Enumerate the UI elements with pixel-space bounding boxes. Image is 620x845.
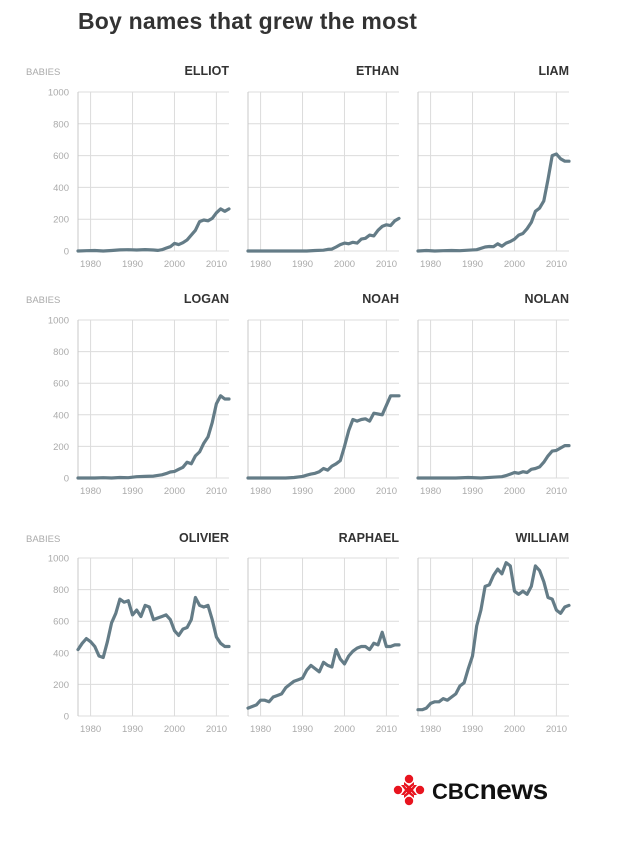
y-tick-label-elliot-1000: 1000 <box>48 88 69 99</box>
x-tick-label-olivier-1990: 1990 <box>122 724 143 735</box>
x-tick-label-noah-2010: 2010 <box>376 486 397 497</box>
brand-prefix: CBC <box>432 779 480 804</box>
panel-title-ethan: ETHAN <box>356 64 399 78</box>
panel-title-olivier: OLIVIER <box>179 531 229 545</box>
panel-title-nolan: NOLAN <box>525 292 569 306</box>
y-tick-label-logan-600: 600 <box>53 379 69 390</box>
x-tick-label-elliot-2010: 2010 <box>206 259 227 270</box>
y-tick-label-elliot-0: 0 <box>64 247 69 258</box>
y-tick-label-olivier-800: 800 <box>53 585 69 596</box>
x-tick-label-ethan-1980: 1980 <box>250 259 271 270</box>
x-tick-label-william-1980: 1980 <box>420 724 441 735</box>
x-tick-label-nolan-1990: 1990 <box>462 486 483 497</box>
cbc-news-logo: CBCnews <box>392 772 548 808</box>
x-tick-label-raphael-2010: 2010 <box>376 724 397 735</box>
series-line-ethan <box>246 216 401 253</box>
x-tick-label-raphael-2000: 2000 <box>334 724 355 735</box>
x-tick-label-elliot-1980: 1980 <box>80 259 101 270</box>
x-tick-label-william-2000: 2000 <box>504 724 525 735</box>
y-tick-label-logan-1000: 1000 <box>48 316 69 327</box>
y-axis-label-elliot: BABIES <box>26 67 60 78</box>
y-tick-label-olivier-1000: 1000 <box>48 554 69 565</box>
brand-wordmark: CBCnews <box>432 774 548 806</box>
x-tick-label-elliot-1990: 1990 <box>122 259 143 270</box>
panel-title-liam: LIAM <box>538 64 569 78</box>
x-tick-label-liam-1980: 1980 <box>420 259 441 270</box>
x-tick-label-nolan-1980: 1980 <box>420 486 441 497</box>
x-tick-label-ethan-1990: 1990 <box>292 259 313 270</box>
page-title: Boy names that grew the most <box>78 8 418 34</box>
x-tick-label-william-2010: 2010 <box>546 724 567 735</box>
series-line-logan <box>76 394 231 480</box>
series-line-raphael <box>246 630 401 710</box>
series-line-olivier <box>76 595 231 660</box>
series-line-nolan <box>416 444 571 480</box>
y-axis-label-logan: BABIES <box>26 295 60 306</box>
x-tick-label-william-1990: 1990 <box>462 724 483 735</box>
panel-title-william: WILLIAM <box>516 531 569 545</box>
y-tick-label-olivier-200: 200 <box>53 680 69 691</box>
panel-title-elliot: ELLIOT <box>185 64 230 78</box>
x-tick-label-logan-2010: 2010 <box>206 486 227 497</box>
x-tick-label-ethan-2000: 2000 <box>334 259 355 270</box>
series-line-elliot <box>76 207 231 253</box>
series-line-william <box>416 561 571 712</box>
y-tick-label-elliot-600: 600 <box>53 151 69 162</box>
y-tick-label-olivier-400: 400 <box>53 648 69 659</box>
series-line-liam <box>416 152 571 253</box>
x-tick-label-noah-2000: 2000 <box>334 486 355 497</box>
x-tick-label-raphael-1990: 1990 <box>292 724 313 735</box>
x-tick-label-olivier-1980: 1980 <box>80 724 101 735</box>
x-tick-label-nolan-2010: 2010 <box>546 486 567 497</box>
y-tick-label-elliot-200: 200 <box>53 215 69 226</box>
x-tick-label-noah-1990: 1990 <box>292 486 313 497</box>
x-tick-label-nolan-2000: 2000 <box>504 486 525 497</box>
x-tick-label-olivier-2010: 2010 <box>206 724 227 735</box>
cbc-gem-icon <box>393 774 425 806</box>
y-tick-label-olivier-0: 0 <box>64 712 69 723</box>
y-tick-label-olivier-600: 600 <box>53 617 69 628</box>
panel-title-raphael: RAPHAEL <box>339 531 400 545</box>
x-tick-label-logan-1980: 1980 <box>80 486 101 497</box>
x-tick-label-liam-2000: 2000 <box>504 259 525 270</box>
x-tick-label-noah-1980: 1980 <box>250 486 271 497</box>
y-tick-label-logan-0: 0 <box>64 474 69 485</box>
panel-title-logan: LOGAN <box>184 292 229 306</box>
x-tick-label-elliot-2000: 2000 <box>164 259 185 270</box>
x-tick-label-olivier-2000: 2000 <box>164 724 185 735</box>
x-tick-label-liam-1990: 1990 <box>462 259 483 270</box>
x-tick-label-logan-1990: 1990 <box>122 486 143 497</box>
series-line-noah <box>246 394 401 480</box>
y-axis-label-olivier: BABIES <box>26 534 60 545</box>
x-tick-label-ethan-2010: 2010 <box>376 259 397 270</box>
x-tick-label-logan-2000: 2000 <box>164 486 185 497</box>
y-tick-label-logan-400: 400 <box>53 410 69 421</box>
y-tick-label-logan-800: 800 <box>53 347 69 358</box>
brand-suffix: news <box>479 774 549 805</box>
x-tick-label-raphael-1980: 1980 <box>250 724 271 735</box>
y-tick-label-elliot-400: 400 <box>53 183 69 194</box>
x-tick-label-liam-2010: 2010 <box>546 259 567 270</box>
y-tick-label-elliot-800: 800 <box>53 119 69 130</box>
panel-title-noah: NOAH <box>362 292 399 306</box>
y-tick-label-logan-200: 200 <box>53 442 69 453</box>
